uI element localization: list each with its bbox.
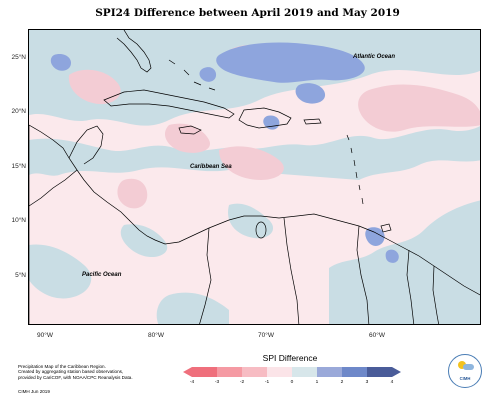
land-outlines xyxy=(29,30,480,324)
map-panel[interactable] xyxy=(28,29,481,325)
colombia-west-outline xyxy=(199,227,212,324)
florida-outline xyxy=(116,30,152,73)
lat-label-5n: 5°N xyxy=(15,272,26,279)
caribbean-sea-label: Caribbean Sea xyxy=(190,164,232,170)
lat-label-10n: 10°N xyxy=(11,217,26,224)
logo-text: CIMH xyxy=(459,376,471,381)
map-title: SPI24 Difference between April 2019 and … xyxy=(95,7,400,19)
legend-swatch xyxy=(292,367,317,377)
legend-tick-label: -4 xyxy=(189,380,195,385)
lat-label-25n: 25°N xyxy=(11,54,26,61)
footer-credit: CIMH Jun 2019 xyxy=(18,389,50,394)
legend-tick-label: 3 xyxy=(365,380,369,385)
pacific-ocean-label: Pacific Ocean xyxy=(82,272,122,278)
pacific-coast-outline xyxy=(29,169,78,207)
lat-label-20n: 20°N xyxy=(11,108,26,115)
venezuela-guyana-border xyxy=(356,225,370,324)
lake-maracaibo-outline xyxy=(255,221,267,239)
legend-tick-label: -1 xyxy=(264,380,270,385)
legend-swatch xyxy=(342,367,367,377)
lat-label-15n: 15°N xyxy=(11,163,26,170)
cimh-logo: CIMH xyxy=(448,354,482,388)
trinidad-outline xyxy=(380,223,392,233)
lesser-antilles-outline xyxy=(346,134,364,205)
lon-label-60w: 60°W xyxy=(369,332,385,339)
yucatan-outline xyxy=(68,125,104,165)
legend-tick-label: 0 xyxy=(290,380,294,385)
legend-swatch xyxy=(317,367,342,377)
lon-label-80w: 80°W xyxy=(148,332,164,339)
legend-swatch xyxy=(367,367,401,377)
legend-tick-label: 2 xyxy=(340,380,344,385)
legend-tick-label: 1 xyxy=(315,380,319,385)
legend-swatch xyxy=(183,367,217,377)
legend-title: SPI Difference xyxy=(262,353,318,363)
suriname-guiana-border xyxy=(432,265,439,324)
footer-line-3: provided by CariCOF, with NOAA/CPC Reana… xyxy=(18,374,133,380)
legend-swatch xyxy=(217,367,242,377)
legend-tick-label: -2 xyxy=(239,380,245,385)
lon-label-90w: 90°W xyxy=(37,332,53,339)
lon-label-70w: 70°W xyxy=(258,332,274,339)
legend-swatch xyxy=(242,367,267,377)
legend-tick-label: -3 xyxy=(214,380,220,385)
footer-description: Precipitation Map of the Caribbean Regio… xyxy=(18,364,183,380)
puerto-rico-outline xyxy=(303,118,322,125)
legend-colorbar xyxy=(183,367,401,377)
mid-blue-regions xyxy=(50,42,399,263)
spi-difference-map xyxy=(29,30,480,324)
bahamas-outline xyxy=(168,59,216,91)
cloud-icon xyxy=(463,364,474,370)
hispaniola-outline xyxy=(238,107,292,129)
footer-line-1: Precipitation Map of the Caribbean Regio… xyxy=(18,364,106,369)
sun-icon xyxy=(458,361,466,369)
legend-swatch xyxy=(267,367,292,377)
legend-tick-label: 4 xyxy=(390,380,394,385)
cuba-outline xyxy=(103,89,235,119)
footer-line-2: Created by aggregating station based obs… xyxy=(18,369,124,375)
colombia-venezuela-border xyxy=(283,217,300,324)
guyana-suriname-border xyxy=(406,249,415,324)
jamaica-outline xyxy=(178,125,202,135)
atlantic-ocean-label: Atlantic Ocean xyxy=(353,54,396,60)
